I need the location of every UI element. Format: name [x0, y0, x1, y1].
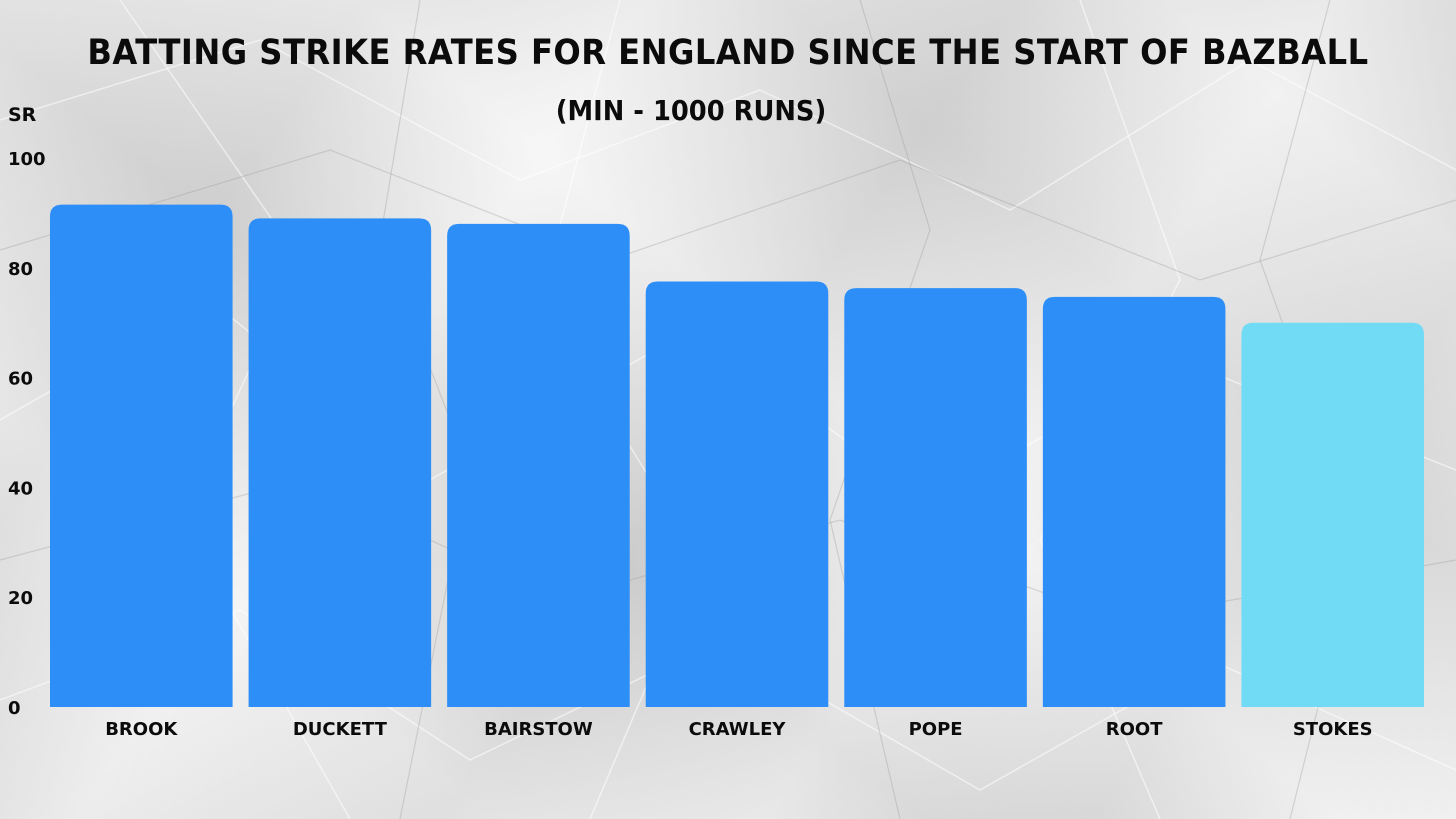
y-tick-label: 40 [8, 478, 33, 499]
x-tick-label-stokes: STOKES [1293, 719, 1373, 740]
y-tick-label: 100 [8, 149, 46, 170]
x-axis-labels: BROOK DUCKETT BAIRSTOW CRAWLEY POPE ROOT STOKE… [105, 719, 1372, 740]
bar-pope [844, 288, 1027, 707]
bar-bairstow [447, 223, 630, 707]
y-tick-label: 20 [8, 588, 33, 609]
x-tick-label-pope: POPE [909, 719, 963, 740]
bar-brook [50, 204, 233, 708]
bar-root [1042, 296, 1226, 707]
y-axis-ticks: 0 20 40 60 80 100 [8, 149, 46, 719]
x-tick-label-bairstow: BAIRSTOW [484, 719, 593, 740]
y-tick-label: 0 [8, 698, 21, 719]
x-tick-label-crawley: CRAWLEY [689, 719, 787, 740]
y-tick-label: 60 [8, 369, 33, 390]
bars [50, 204, 1424, 708]
bar-crawley [645, 281, 829, 707]
y-axis-label: SR [8, 104, 37, 126]
bar-stokes [1241, 322, 1424, 707]
bar-duckett [248, 218, 432, 707]
x-tick-label-root: ROOT [1106, 719, 1163, 740]
chart-subtitle: (MIN - 1000 RUNS) [555, 94, 827, 127]
chart-title: BATTING STRIKE RATES FOR ENGLAND SINCE T… [87, 33, 1369, 73]
y-tick-label: 80 [8, 259, 33, 280]
x-tick-label-brook: BROOK [105, 719, 178, 740]
x-tick-label-duckett: DUCKETT [293, 719, 388, 740]
